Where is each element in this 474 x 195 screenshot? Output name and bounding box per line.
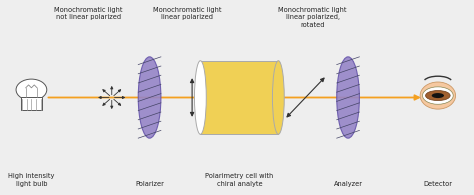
Ellipse shape bbox=[16, 79, 47, 100]
Ellipse shape bbox=[138, 57, 161, 138]
Ellipse shape bbox=[337, 57, 359, 138]
Text: Monochromatic light
linear polarized,
rotated: Monochromatic light linear polarized, ro… bbox=[278, 6, 347, 27]
Text: Monochromatic light
not linear polarized: Monochromatic light not linear polarized bbox=[54, 6, 122, 20]
FancyBboxPatch shape bbox=[201, 61, 278, 134]
Circle shape bbox=[432, 93, 444, 98]
Text: High intensity
light bulb: High intensity light bulb bbox=[8, 173, 55, 187]
Text: Detector: Detector bbox=[423, 181, 452, 187]
Ellipse shape bbox=[273, 61, 284, 134]
Text: Monochromatic light
linear polarized: Monochromatic light linear polarized bbox=[153, 6, 222, 20]
Ellipse shape bbox=[422, 87, 453, 104]
Text: Polarimetry cell with
chiral analyte: Polarimetry cell with chiral analyte bbox=[205, 173, 273, 187]
Circle shape bbox=[426, 90, 450, 101]
Text: Analyzer: Analyzer bbox=[334, 181, 363, 187]
Ellipse shape bbox=[420, 82, 456, 109]
FancyBboxPatch shape bbox=[21, 97, 42, 110]
Ellipse shape bbox=[194, 61, 206, 134]
Text: Polarizer: Polarizer bbox=[135, 181, 164, 187]
